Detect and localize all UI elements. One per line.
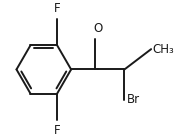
- Text: F: F: [54, 124, 60, 137]
- Text: F: F: [54, 2, 60, 15]
- Text: Br: Br: [127, 93, 140, 106]
- Text: O: O: [93, 22, 102, 35]
- Text: CH₃: CH₃: [152, 43, 174, 56]
